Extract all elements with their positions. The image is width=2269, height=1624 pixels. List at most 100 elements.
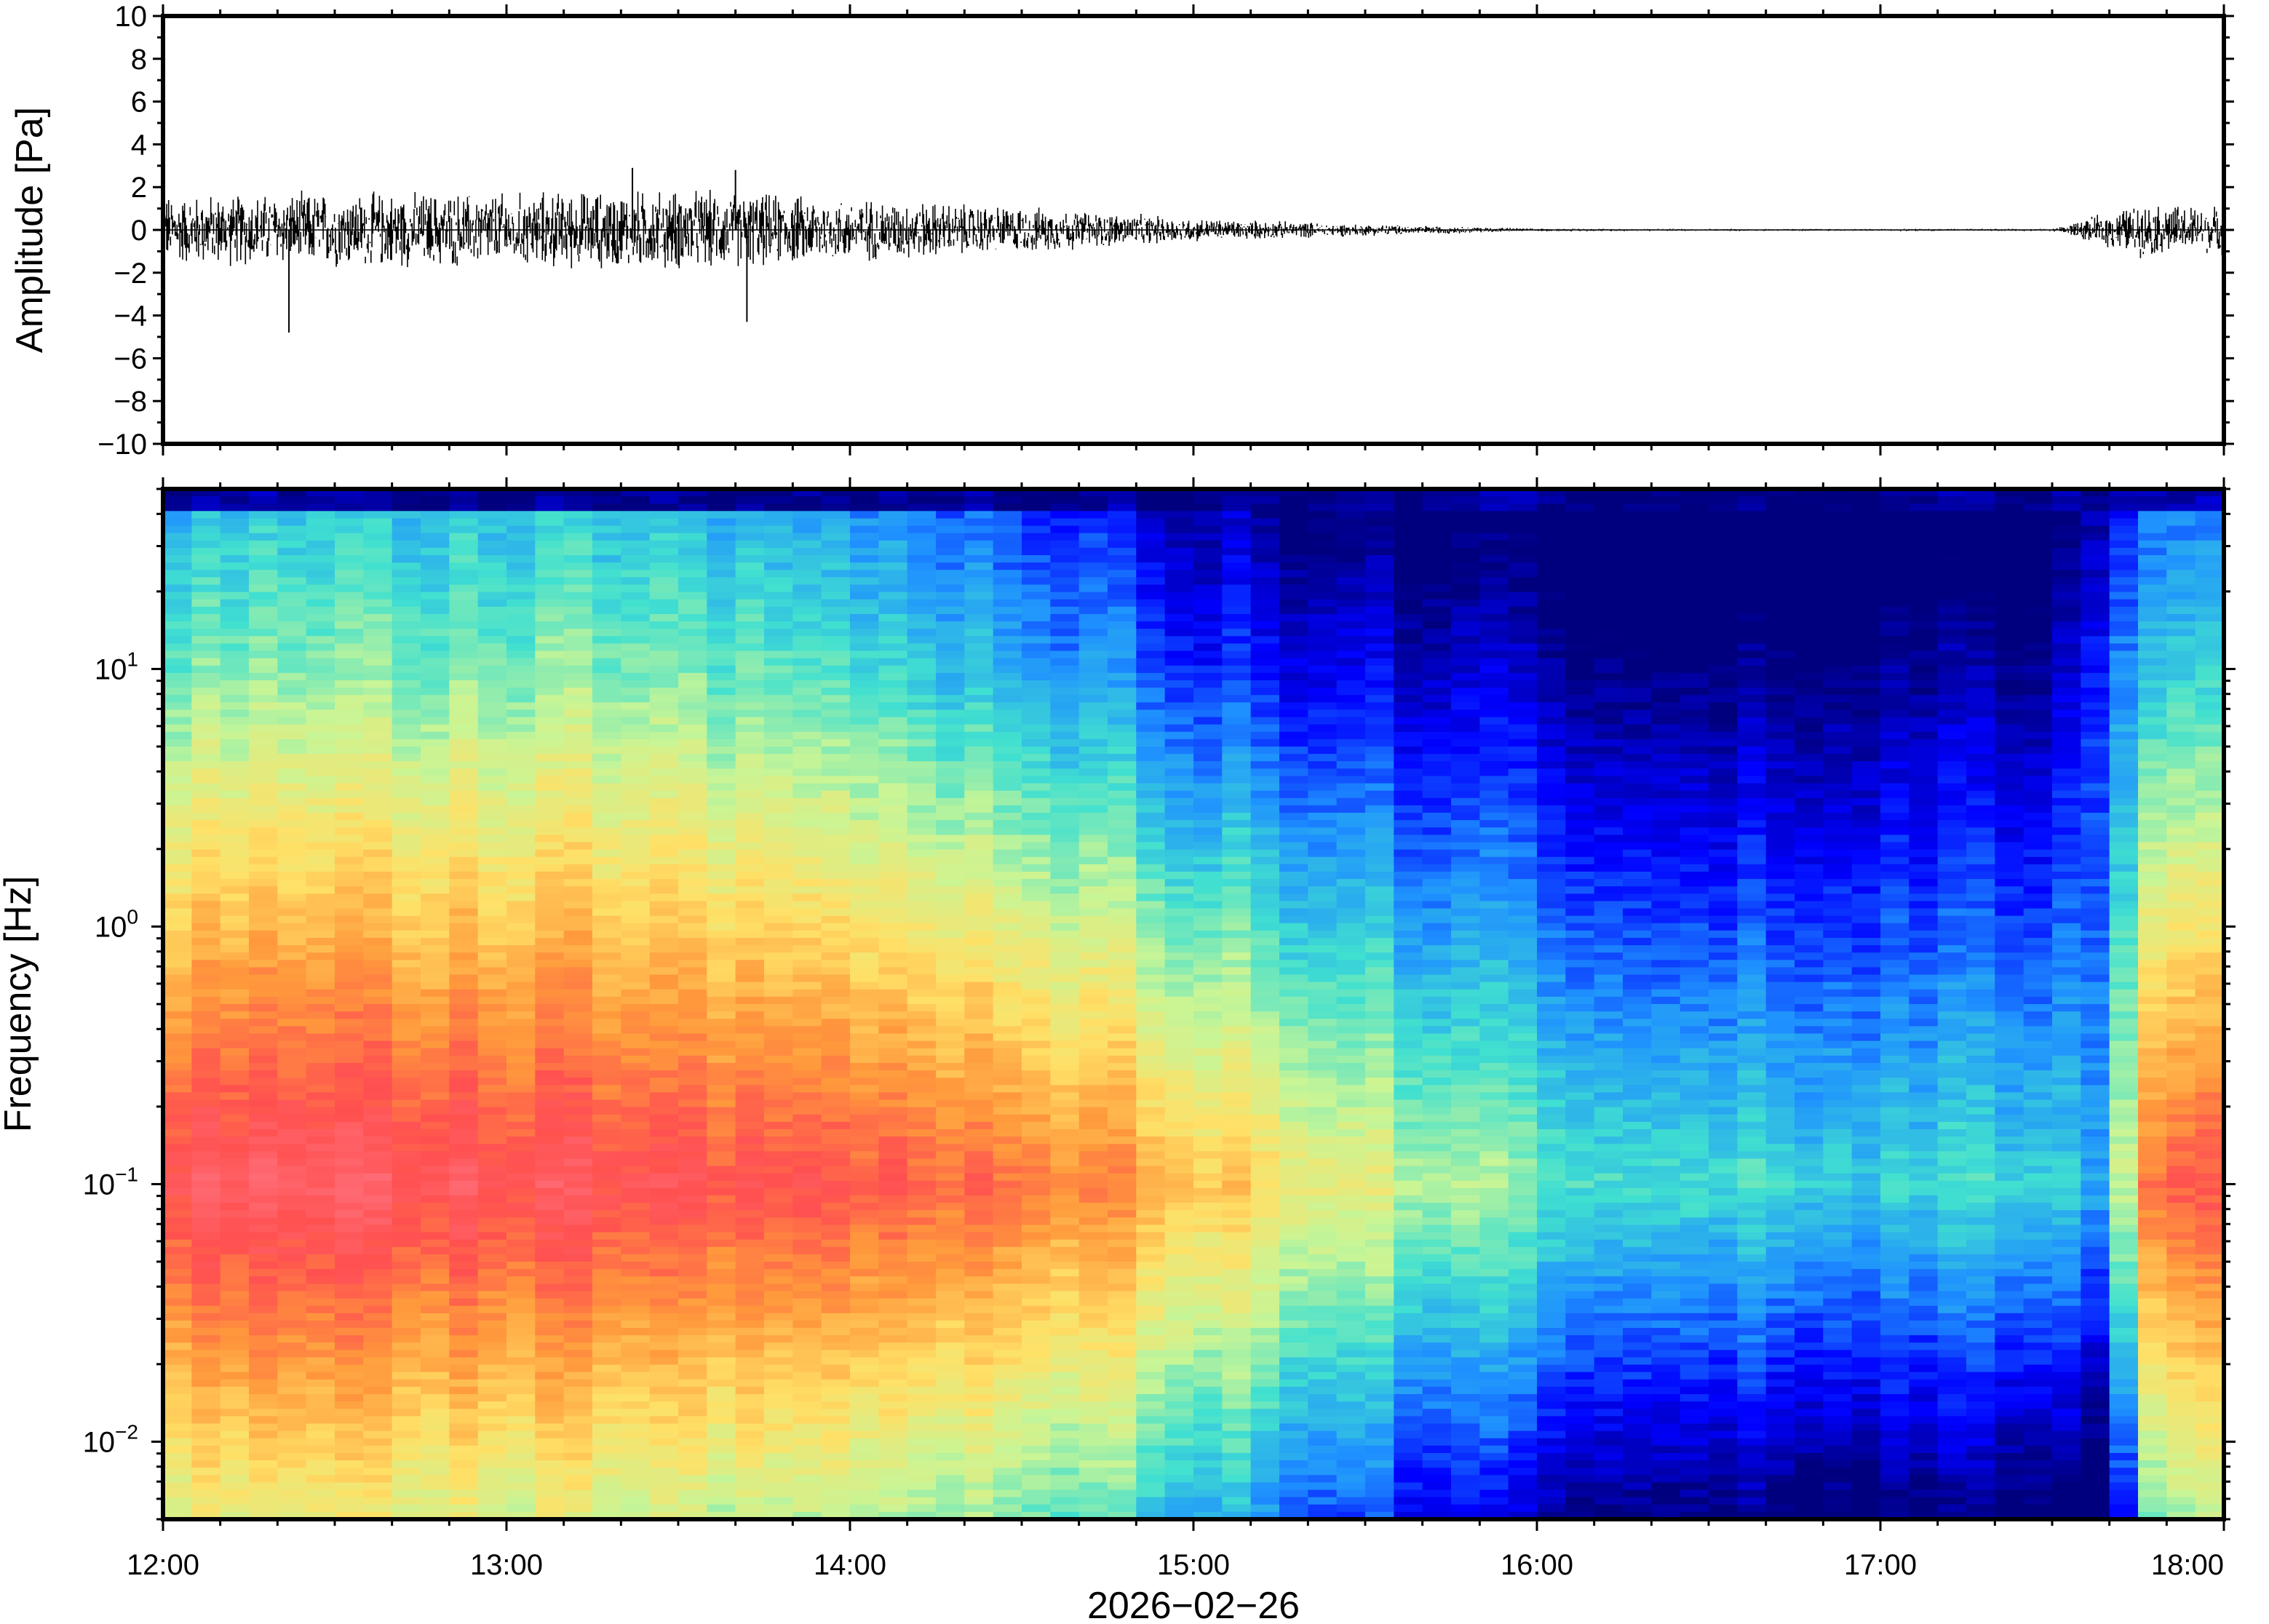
spectrogram-cell — [792, 672, 822, 681]
spectrogram-cell — [506, 1283, 536, 1292]
spectrogram-cell — [764, 930, 794, 939]
spectrogram-cell — [707, 754, 736, 763]
spectrogram-cell — [1022, 1026, 1052, 1035]
spectrogram-cell — [993, 555, 1022, 563]
spectrogram-cell — [277, 856, 307, 865]
spectrogram-cell — [592, 1379, 622, 1388]
spectrogram-cell — [1108, 1055, 1137, 1064]
spectrogram-cell — [592, 1313, 622, 1321]
spectrogram-cell — [707, 1438, 736, 1446]
spectrogram-cell — [735, 1062, 765, 1071]
spectrogram-cell — [392, 1239, 421, 1248]
spectrogram-cell — [1022, 952, 1052, 961]
spectrogram-cell — [306, 739, 335, 747]
spectrogram-cell — [535, 606, 565, 615]
spectrogram-cell — [563, 908, 593, 917]
spectrogram-cell — [363, 776, 393, 784]
spectrogram-cell — [1050, 908, 1080, 917]
spectrogram-cell — [1022, 747, 1052, 755]
spectrogram-cell — [163, 893, 193, 902]
spectrogram-cell — [821, 1026, 851, 1035]
spectrogram-cell — [764, 570, 794, 578]
spectrogram-cell — [993, 562, 1022, 571]
spectrogram-cell — [1108, 1173, 1137, 1182]
spectrogram-cell — [535, 1357, 565, 1366]
spectrogram-cell — [621, 974, 651, 983]
spectrogram-cell — [535, 658, 565, 666]
spectrogram-cell — [878, 1386, 908, 1395]
spectrogram-cell — [449, 717, 479, 725]
spectrogram-cell — [707, 1276, 736, 1285]
spectrogram-cell — [735, 1460, 765, 1468]
spectrogram-cell — [191, 1320, 221, 1329]
spectrogram-cell — [592, 1121, 622, 1130]
spectrogram-cell — [649, 820, 679, 829]
spectrogram-cell — [1022, 613, 1052, 622]
spectrogram-cell — [1022, 658, 1052, 666]
spectrogram-cell — [678, 629, 708, 637]
spectrogram-cell — [878, 1055, 908, 1064]
spectrogram-cell — [335, 658, 365, 666]
spectrogram-cell — [821, 1298, 851, 1307]
spectrogram-cell — [592, 1187, 622, 1196]
spectrogram-cell — [707, 1137, 736, 1145]
spectrogram-cell — [764, 1475, 794, 1484]
spectrogram-cell — [592, 856, 622, 865]
spectrogram-cell — [1078, 731, 1108, 740]
spectrogram-cell — [535, 577, 565, 586]
spectrogram-cell — [421, 1239, 450, 1248]
spectrogram-cell — [678, 658, 708, 666]
spectrogram-cell — [421, 747, 450, 755]
spectrogram-cell — [792, 525, 822, 534]
spectrogram-cell — [1136, 864, 1166, 872]
spectrogram-cell — [1078, 1357, 1108, 1366]
spectrogram-cell — [621, 1210, 651, 1219]
spectrogram-cell — [421, 643, 450, 652]
spectrogram-cell — [1022, 982, 1052, 990]
spectrogram-cell — [163, 547, 193, 556]
spectrogram-cell — [592, 1335, 622, 1344]
spectrogram-cell — [592, 1489, 622, 1498]
spectrogram-cell — [477, 1166, 507, 1174]
spectrogram-cell — [277, 621, 307, 629]
spectrogram-cell — [936, 695, 966, 704]
spectrogram-cell — [506, 1291, 536, 1299]
spectrogram-cell — [850, 1180, 880, 1189]
spectrogram-cell — [821, 864, 851, 872]
spectrogram-cell — [792, 776, 822, 784]
spectrogram-cell — [392, 930, 421, 939]
spectrogram-cell — [163, 813, 193, 821]
spectrogram-cell — [335, 820, 365, 829]
spectrogram-cell — [678, 967, 708, 976]
spectrogram-cell — [421, 1276, 450, 1285]
spectrogram-cell — [649, 974, 679, 983]
spectrogram-cell — [563, 688, 593, 696]
spectrogram-cell — [1050, 871, 1080, 880]
spectrogram-cell — [163, 761, 193, 770]
spectrogram-cell — [563, 731, 593, 740]
spectrogram-cell — [1136, 974, 1166, 983]
spectrogram-cell — [1078, 570, 1108, 578]
spectrogram-cell — [1108, 915, 1137, 924]
spectrogram-cell — [363, 621, 393, 629]
spectrogram-cell — [678, 1114, 708, 1123]
spectrogram-cell — [735, 1262, 765, 1270]
spectrogram-cell — [506, 915, 536, 924]
spectrogram-cell — [191, 1026, 221, 1035]
spectrogram-cell — [878, 937, 908, 946]
spectrogram-cell — [678, 562, 708, 571]
spectrogram-cell — [707, 1460, 736, 1468]
spectrogram-cell — [220, 820, 250, 829]
spectrogram-cell — [306, 1401, 335, 1410]
spectrogram-cell — [306, 1158, 335, 1167]
spectrogram-cell — [335, 790, 365, 799]
spectrogram-cell — [1022, 555, 1052, 563]
spectrogram-cell — [649, 1423, 679, 1432]
spectrogram-cell — [335, 1217, 365, 1226]
spectrogram-cell — [878, 1151, 908, 1160]
spectrogram-cell — [477, 1305, 507, 1314]
spectrogram-cell — [964, 1409, 994, 1417]
spectrogram-cell — [735, 1475, 765, 1484]
spectrogram-cell — [964, 879, 994, 887]
spectrogram-cell — [421, 1416, 450, 1425]
